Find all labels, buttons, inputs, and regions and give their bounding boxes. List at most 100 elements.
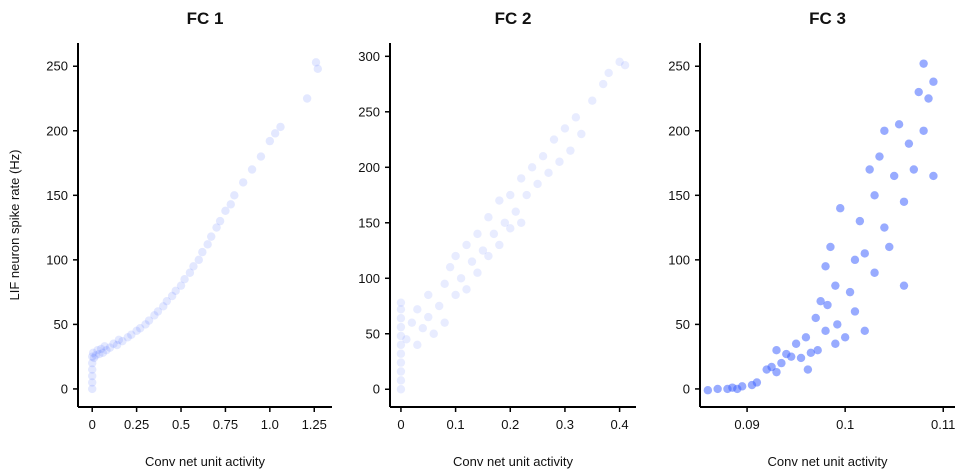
data-point [850,307,860,316]
data-point [402,335,411,344]
data-point [880,126,889,135]
scatter-points [396,57,630,394]
data-point [845,287,855,297]
data-point [860,326,869,336]
data-point [440,318,449,327]
data-point [484,251,493,261]
data-point [396,367,406,376]
data-point [831,281,840,290]
x-tick-label: 0 [89,417,96,432]
data-point [456,274,466,283]
x-axis-label: Conv net unit activity [145,454,265,469]
data-point [167,291,177,301]
data-point [904,139,914,148]
data-point [424,290,433,300]
data-point [495,240,504,250]
data-point [821,326,830,336]
x-tick-label: 0.5 [172,417,190,432]
chart-title: FC 3 [809,9,846,28]
data-point [407,318,417,327]
data-point [88,384,97,394]
data-point [522,190,531,200]
y-tick-label: 0 [373,382,380,397]
data-point [752,378,762,387]
data-point [396,322,406,332]
scatter-points [703,59,938,395]
data-point [413,305,422,314]
data-point [95,349,104,359]
data-point [198,247,207,257]
y-tick-label: 100 [46,252,68,267]
data-point [112,340,122,350]
data-point [772,346,781,355]
data-point [929,77,938,86]
data-point [860,249,869,258]
data-point [270,129,280,138]
panel-fc3: FC 3 0.09 0.1 0.11 0 50 100 150 200 250 Conv net u… [668,9,955,469]
y-tick-label: 250 [358,104,380,119]
y-tick-label: 200 [668,123,690,138]
data-point [429,329,438,338]
data-point [495,196,504,205]
x-tick-label: 1.25 [302,417,327,432]
data-point [811,313,820,323]
data-point [831,339,840,348]
data-point [484,213,493,222]
data-point [889,171,899,181]
data-point [919,59,928,68]
data-point [413,340,422,350]
data-point [396,314,406,323]
x-tick-label: 0.09 [734,417,759,432]
y-tick-label: 50 [366,326,380,341]
data-point [185,268,195,277]
data-point [396,298,406,307]
data-point [88,348,98,357]
data-point [396,349,406,358]
data-point [89,353,99,363]
data-point [560,124,570,133]
data-point [826,242,835,252]
data-point [144,316,154,325]
data-point [500,218,509,227]
data-point [230,191,239,200]
data-point [467,257,477,266]
data-point [238,178,248,187]
data-point [850,255,860,265]
data-point [451,290,460,300]
scatter-points [88,58,322,394]
data-point [221,206,230,215]
x-tick-label: 0.25 [124,417,149,432]
data-point [813,346,822,355]
data-point [93,346,102,355]
data-point [226,200,235,209]
data-point [894,120,904,129]
data-point [313,64,322,74]
data-point [544,168,553,178]
data-point [100,342,109,351]
y-tick-label: 50 [54,317,68,332]
y-tick-label: 200 [358,160,380,175]
data-point [114,335,124,345]
data-point [141,320,150,329]
data-point [506,224,515,233]
data-point [276,122,285,132]
data-point [489,229,499,239]
data-point [870,191,879,200]
data-point [462,285,471,294]
data-point [836,204,845,213]
data-point [880,223,889,232]
data-point [566,146,575,155]
y-tick-label: 0 [61,381,68,396]
data-point [247,165,257,174]
data-point [176,281,186,290]
y-tick-label: 150 [668,188,690,203]
x-tick-label: 0.1 [836,417,854,432]
data-point [435,301,444,311]
data-point [105,343,115,352]
data-point [88,371,97,381]
y-tick-label: 100 [358,271,380,286]
data-point [127,330,136,339]
data-point [549,135,559,144]
data-point [203,240,212,249]
data-point [517,218,526,227]
